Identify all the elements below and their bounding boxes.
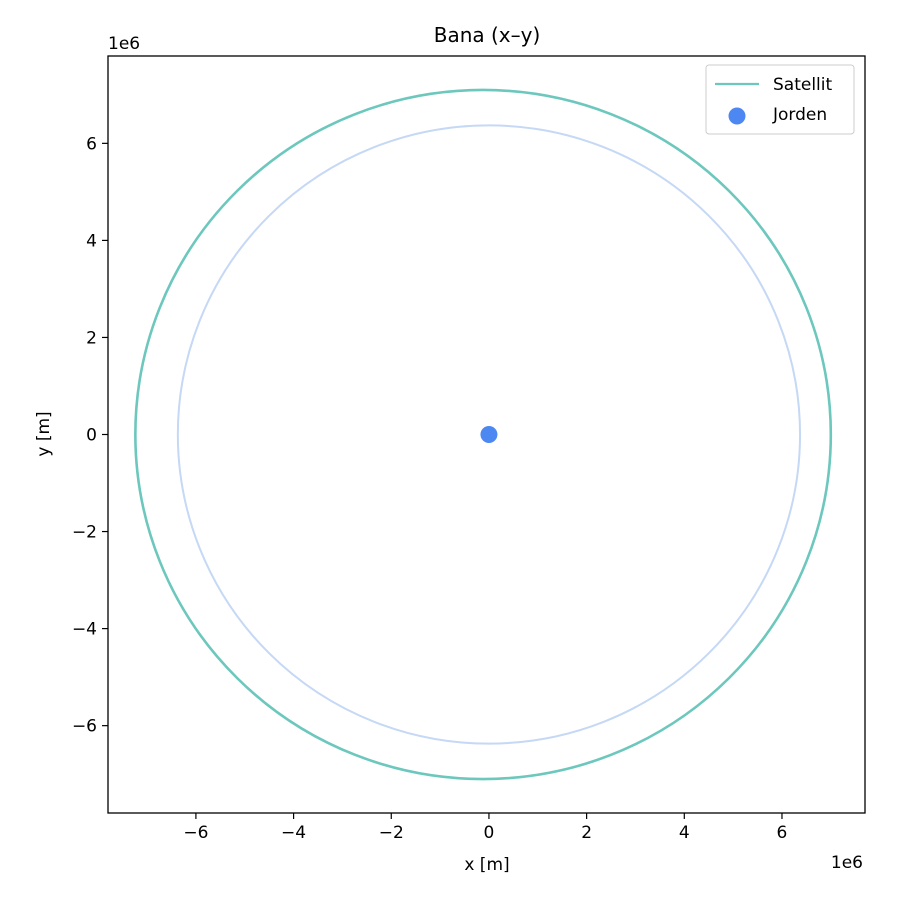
legend: Satellit Jorden [705, 64, 855, 135]
legend-jorden-label: Jorden [772, 105, 827, 125]
x-axis: −6 −4 −2 0 2 4 6 [183, 813, 787, 843]
x-tick-label: 2 [581, 823, 592, 843]
y-tick-label: −2 [72, 523, 97, 543]
y-tick-label: 4 [86, 231, 97, 251]
earth-surface-circle [176, 124, 802, 745]
y-tick-label: 2 [86, 328, 97, 348]
x-tick-label: 4 [679, 823, 690, 843]
x-tick-label: 0 [484, 823, 495, 843]
jorden-point [480, 426, 498, 443]
legend-jorden-swatch [728, 107, 746, 125]
y-tick-label: 0 [86, 426, 97, 446]
y-tick-label: −6 [72, 717, 97, 737]
x-tick-label: −4 [281, 823, 306, 843]
chart-title: Bana (x–y) [434, 23, 541, 47]
x-tick-label: 6 [777, 823, 788, 843]
y-axis: −6 −4 −2 0 2 4 6 [72, 134, 108, 737]
y-tick-label: 6 [86, 134, 97, 154]
y-axis-label: y [m] [34, 411, 54, 456]
x-axis-label: x [m] [464, 855, 509, 875]
satellit-orbit-line [134, 88, 833, 781]
x-tick-label: −6 [183, 823, 208, 843]
y-tick-label: −4 [72, 620, 97, 640]
x-axis-offset-label: 1e6 [831, 853, 863, 873]
y-axis-offset-label: 1e6 [108, 34, 140, 54]
plot-area [134, 88, 833, 781]
x-tick-label: −2 [379, 823, 404, 843]
legend-satellit-label: Satellit [773, 75, 833, 95]
